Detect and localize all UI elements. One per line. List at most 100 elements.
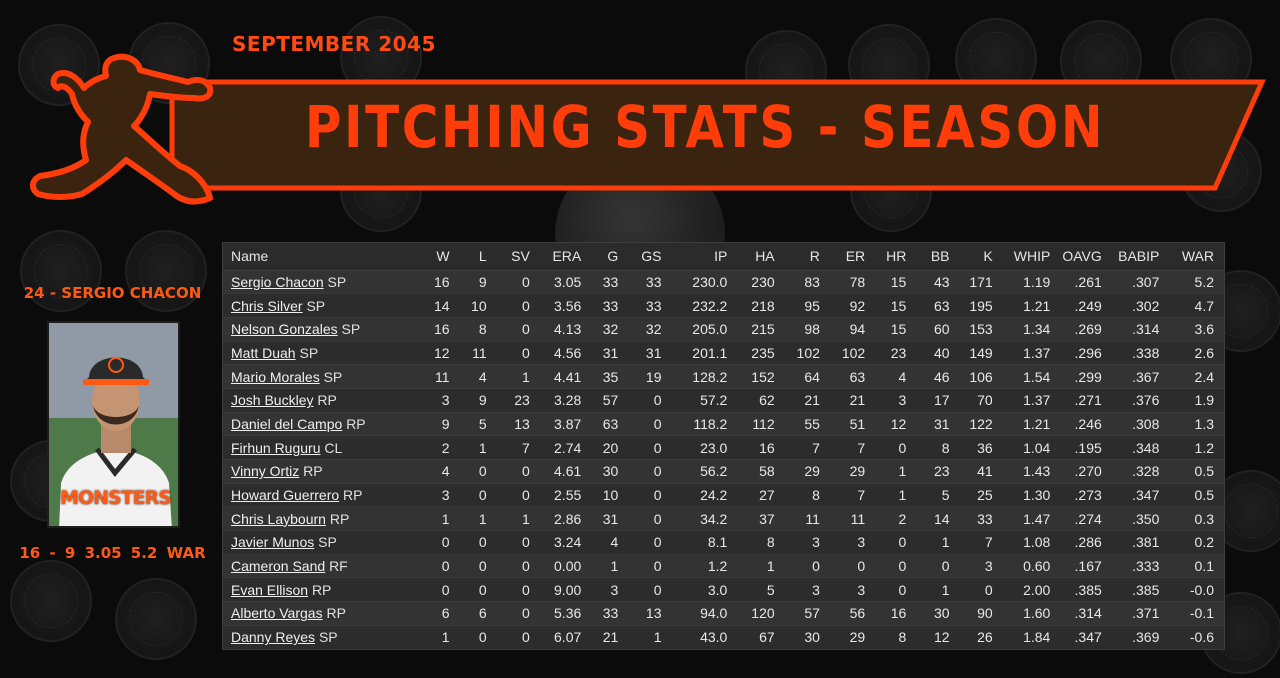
stat-cell-bb: 12 [916,625,960,650]
stat-cell-ha: 27 [737,483,785,508]
stat-cell-l: 4 [459,364,497,389]
stat-cell-babip: .338 [1111,341,1170,366]
stat-cell-k: 153 [959,317,1003,342]
player-name-link[interactable]: Evan Ellison [231,581,309,598]
column-header-bb[interactable]: BB [916,243,960,271]
stat-cell-ip: 230.0 [671,270,738,295]
stat-cell-oavg: .274 [1060,506,1112,532]
season-date: SEPTEMBER 2045 [232,32,436,56]
stat-cell-whip: 1.37 [1002,341,1061,366]
stat-cell-bb: 23 [916,459,960,484]
column-header-ha[interactable]: HA [737,243,785,271]
stat-cell-war: 1.2 [1169,435,1224,460]
table-row: Matt Duah SP 12 11 0 4.56 31 31 201.1 235 102 102 2… [223,341,1224,366]
stat-cell-g: 4 [591,530,629,555]
stat-cell-hr: 3 [875,388,917,413]
column-header-sv[interactable]: SV [496,243,540,271]
stat-cell-er: 56 [829,601,876,626]
column-header-l[interactable]: L [459,243,497,271]
stat-cell-babip: .307 [1111,270,1170,295]
player-name-link[interactable]: Mario Morales [231,368,320,385]
player-name-link[interactable]: Chris Silver [231,297,303,314]
stat-cell-ha: 16 [737,435,785,460]
table-row: Danny Reyes SP 1 0 0 6.07 21 1 43.0 67 30 29 8 12 26 1… [223,625,1224,650]
stat-cell-ha: 230 [737,270,785,295]
player-name-link[interactable]: Josh Buckley [231,392,314,409]
column-header-k[interactable]: K [959,243,1003,271]
stat-cell-gs: 0 [628,530,672,555]
stat-cell-g: 10 [591,483,629,508]
player-name-link[interactable]: Howard Guerrero [231,487,340,504]
stat-cell-ha: 58 [737,459,785,484]
stat-cell-whip: 0.60 [1002,554,1061,579]
stat-cell-gs: 0 [628,554,672,579]
stat-cell-era: 4.56 [539,341,592,366]
table-row: Josh Buckley RP 3 9 23 3.28 57 0 57.2 62 21 21 3 17 7… [223,388,1224,413]
stat-cell-w: 9 [418,412,460,437]
player-name-link[interactable]: Cameron Sand [231,558,326,575]
column-header-ip[interactable]: IP [671,243,738,271]
stat-cell-oavg: .167 [1060,554,1112,579]
stat-cell-bb: 46 [916,364,960,389]
stat-cell-sv: 0 [496,270,540,295]
stat-cell-babip: .369 [1111,625,1170,650]
stat-cell-w: 1 [418,506,460,532]
stat-cell-l: 1 [459,435,497,460]
stat-cell-hr: 0 [875,577,917,603]
stat-cell-gs: 33 [628,270,672,295]
stat-cell-whip: 1.37 [1002,388,1061,413]
column-header-g[interactable]: G [591,243,629,271]
player-name-link[interactable]: Chris Laybourn [231,510,326,527]
stat-cell-oavg: .269 [1060,317,1112,342]
stat-cell-era: 4.41 [539,364,592,389]
column-header-whip[interactable]: WHIP [1002,243,1061,271]
stat-cell-r: 3 [784,530,830,555]
column-header-babip[interactable]: BABIP [1111,243,1170,271]
stat-cell-er: 92 [829,293,876,318]
player-position: RF [329,558,348,575]
stat-cell-g: 21 [591,625,629,650]
stat-cell-babip: .381 [1111,530,1170,555]
player-name-link[interactable]: Javier Munos [231,534,315,551]
stat-cell-l: 11 [459,341,497,366]
stat-cell-w: 3 [418,388,460,413]
player-name-link[interactable]: Daniel del Campo [231,415,343,432]
stat-cell-er: 21 [829,388,876,413]
column-header-r[interactable]: R [784,243,830,271]
pitching-stats-table: Name W L SV ERA G GS IP HA R ER HR BB K WHIP OAVG BABIP W… [222,242,1225,650]
stat-cell-er: 94 [829,317,876,342]
stat-cell-ha: 120 [737,601,785,626]
stat-cell-gs: 1 [628,625,672,650]
column-header-er[interactable]: ER [829,243,876,271]
player-name-link[interactable]: Vinny Ortiz [231,463,300,480]
stat-cell-gs: 32 [628,317,672,342]
player-name-link[interactable]: Alberto Vargas [231,605,323,622]
player-name-link[interactable]: Firhun Ruguru [231,439,321,456]
player-name-link[interactable]: Nelson Gonzales [231,321,338,338]
stat-cell-w: 11 [418,364,460,389]
stat-cell-oavg: .314 [1060,601,1112,626]
player-name-link[interactable]: Sergio Chacon [231,273,324,290]
stat-cell-gs: 0 [628,388,672,413]
stat-cell-era: 3.05 [539,270,592,295]
player-name-cell: Alberto Vargas RP [223,601,419,626]
player-name-cell: Vinny Ortiz RP [223,459,419,484]
column-header-war[interactable]: WAR [1169,243,1224,271]
column-header-oavg[interactable]: OAVG [1060,243,1112,271]
pitcher-silhouette-icon [30,53,214,205]
column-header-era[interactable]: ERA [539,243,592,271]
stat-cell-ip: 205.0 [671,317,738,342]
column-header-name[interactable]: Name [223,243,419,271]
stat-cell-war: 2.4 [1169,364,1224,389]
player-name-link[interactable]: Matt Duah [231,344,296,361]
column-header-gs[interactable]: GS [628,243,672,271]
stat-cell-ha: 5 [737,577,785,603]
column-header-w[interactable]: W [418,243,460,271]
stat-cell-k: 171 [959,270,1003,295]
table-row: Firhun Ruguru CL 2 1 7 2.74 20 0 23.0 16 7 7 0 8 36 1.… [223,435,1224,460]
stat-cell-whip: 1.34 [1002,317,1061,342]
column-header-hr[interactable]: HR [875,243,917,271]
stat-cell-war: -0.6 [1169,625,1224,650]
player-name-cell: Mario Morales SP [223,364,419,389]
player-name-link[interactable]: Danny Reyes [231,629,316,646]
